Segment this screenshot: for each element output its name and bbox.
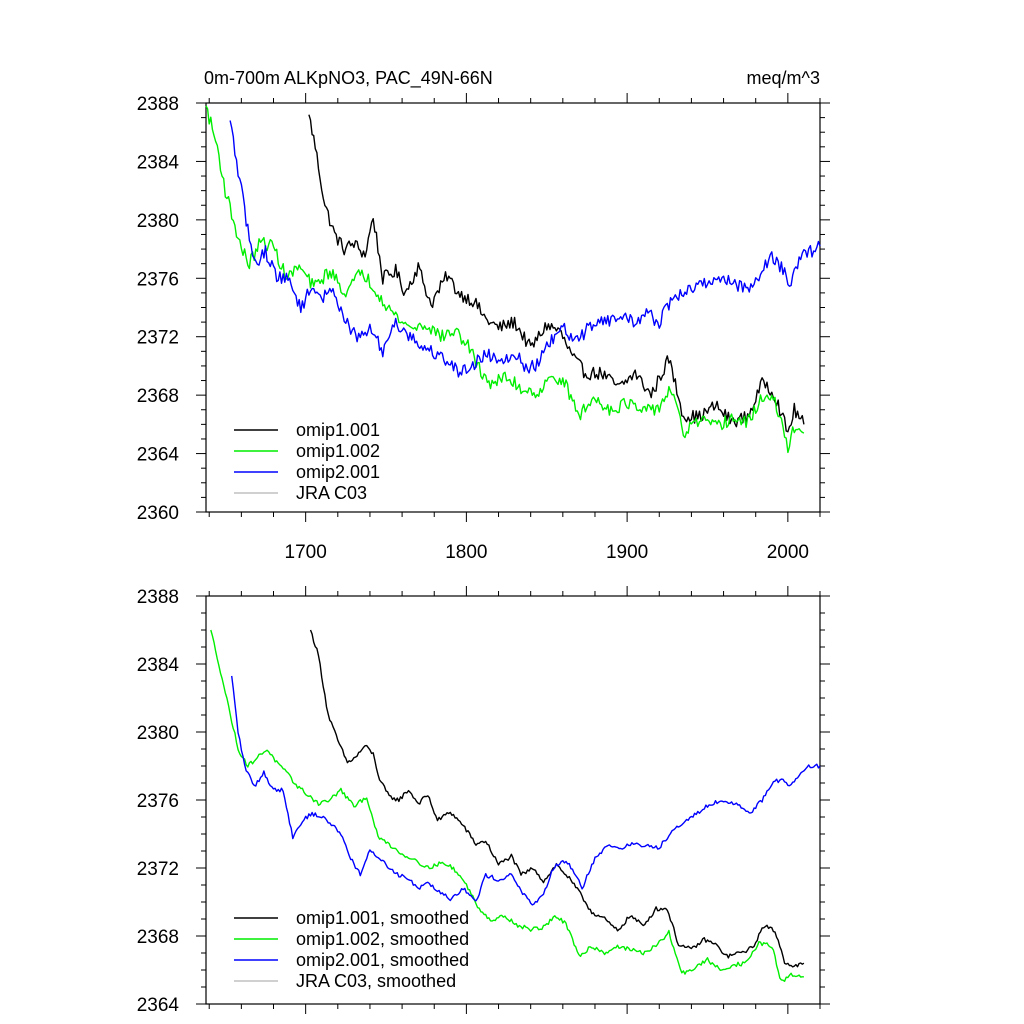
- legend-label: omip1.002: [296, 441, 380, 461]
- y-tick-label: 2372: [137, 328, 179, 349]
- chart-panel-2: 2364 2368 2372 2376 2380 2384 2388 omip1.001, s…: [137, 586, 830, 1016]
- legend-label: omip2.001, smoothed: [296, 950, 469, 970]
- y-tick-label: 2372: [137, 859, 179, 880]
- y-tick-label: 2364: [137, 995, 180, 1016]
- legend-label: omip1.001, smoothed: [296, 908, 469, 928]
- legend-label: JRA C03, smoothed: [296, 971, 456, 991]
- chart-title: 0m-700m ALKpNO3, PAC_49N-66N: [204, 68, 493, 89]
- y-tick-label: 2380: [137, 723, 179, 744]
- y-tick-label: 2368: [137, 927, 179, 948]
- legend-label: omip1.002, smoothed: [296, 929, 469, 949]
- y-tick-label: 2384: [137, 152, 180, 173]
- y-tick-label: 2364: [137, 445, 180, 466]
- x-tick-label: 1700: [285, 542, 327, 563]
- x-tick-label: 2000: [767, 542, 809, 563]
- chart-panel-1: 2360 2364 2368 2372 2376 2380 2384 2388 1700 1800…: [137, 68, 830, 563]
- legend-label: omip2.001: [296, 462, 380, 482]
- series-line-omip1-001: [308, 114, 805, 433]
- series-line-omip1-002: [205, 105, 805, 454]
- series-line-omip2-001: [229, 120, 821, 378]
- y-tick-label: 2384: [137, 655, 180, 676]
- chart-units: meq/m^3: [747, 68, 820, 88]
- legend-label: omip1.001: [296, 420, 380, 440]
- y-tick-label: 2388: [137, 587, 179, 608]
- y-tick-label: 2360: [137, 503, 179, 524]
- y-tick-label: 2388: [137, 94, 179, 115]
- y-tick-label: 2380: [137, 211, 179, 232]
- series-line-omip2-001-smoothed: [231, 675, 821, 906]
- series-line-omip1-002-smoothed: [210, 629, 804, 982]
- x-tick-label: 1900: [606, 542, 648, 563]
- y-tick-label: 2376: [137, 269, 179, 290]
- x-tick-label: 1800: [445, 542, 487, 563]
- y-tick-label: 2368: [137, 386, 179, 407]
- legend-label: JRA C03: [296, 483, 367, 503]
- y-tick-label: 2376: [137, 791, 179, 812]
